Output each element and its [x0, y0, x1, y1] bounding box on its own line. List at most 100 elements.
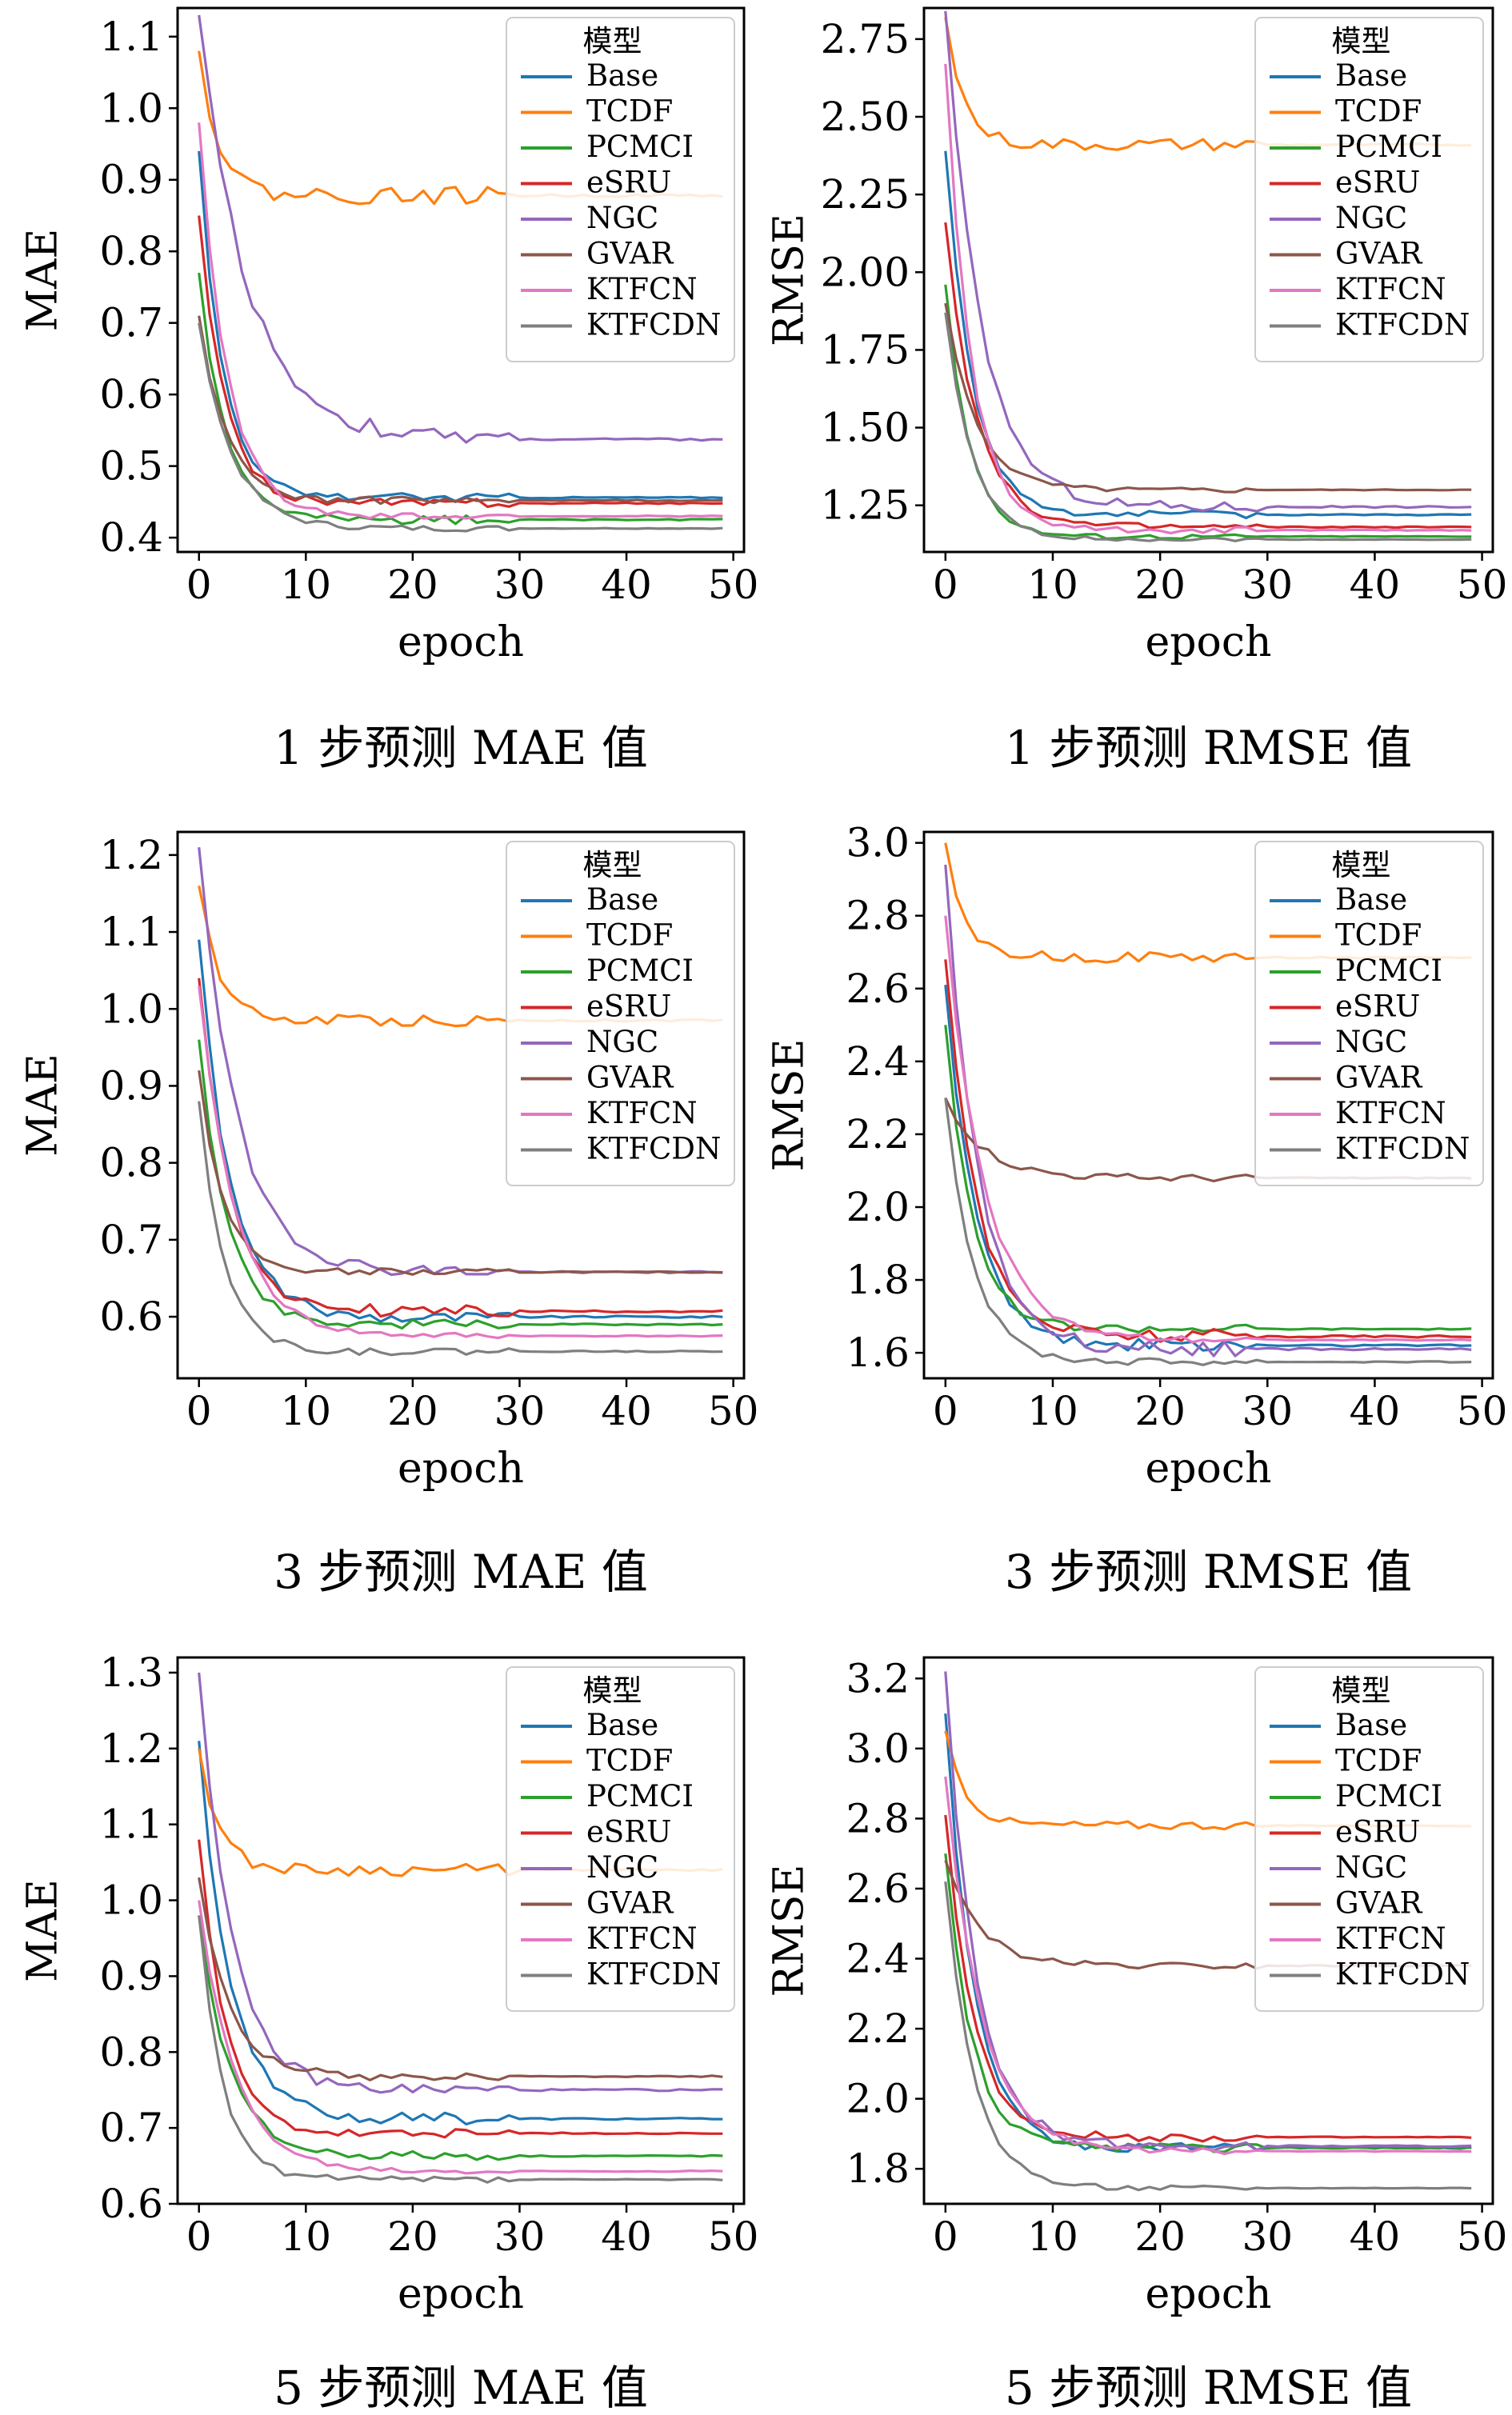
- series-group: [198, 14, 723, 533]
- y-tick-label: 2.8: [846, 893, 910, 939]
- series-line-ktfcdn: [198, 1101, 723, 1357]
- series-line-ktfcn: [198, 122, 723, 520]
- y-axis-label: RMSE: [766, 214, 814, 346]
- y-tick-label: 3.0: [846, 1725, 910, 1772]
- legend-entry-pcmci: PCMCI: [1335, 954, 1442, 988]
- y-tick-label: 1.0: [99, 85, 163, 131]
- legend-box: [1254, 1666, 1484, 2012]
- y-tick-label: 1.1: [99, 14, 163, 60]
- x-tick-label: 0: [933, 562, 958, 608]
- plot-frame: [176, 6, 746, 554]
- x-tick-label: 0: [933, 1388, 958, 1434]
- x-tick-label: 50: [1457, 1388, 1508, 1434]
- x-tick-label: 20: [1134, 562, 1186, 608]
- y-axis-label: RMSE: [766, 1865, 814, 1997]
- series-line-base: [944, 150, 1472, 520]
- series-group: [198, 1672, 723, 2184]
- panel-caption: 5 步预测 MAE 值: [274, 2361, 648, 2415]
- legend-entry-ktfcn: KTFCN: [1335, 1096, 1446, 1130]
- y-tick-label: 3.2: [846, 1655, 910, 1701]
- y-tick-label: 1.75: [821, 326, 910, 373]
- x-tick-label: 30: [494, 562, 546, 608]
- series-line-ktfcdn: [198, 1915, 723, 2184]
- y-tick-label: 1.8: [846, 2145, 910, 2192]
- y-tick-label: 1.3: [99, 1649, 163, 1696]
- series-line-base: [198, 1741, 723, 2126]
- legend-entry-base: Base: [1335, 882, 1407, 917]
- series-line-ktfcn: [944, 1776, 1472, 2156]
- y-tick-label: 0.9: [99, 1062, 163, 1109]
- legend-title: 模型: [1332, 1673, 1391, 1708]
- legend-entry-ktfcn: KTFCN: [586, 272, 698, 306]
- x-tick-label: 10: [1027, 2213, 1078, 2260]
- legend-entry-ktfcdn: KTFCDN: [1335, 308, 1470, 342]
- legend-entry-ngc: NGC: [586, 1850, 658, 1885]
- series-line-ktfcn: [944, 63, 1472, 535]
- legend-entry-base: Base: [586, 58, 658, 93]
- y-tick-label: 3.0: [846, 820, 910, 866]
- series-line-ktfcdn: [198, 322, 723, 533]
- x-tick-label: 30: [494, 2213, 546, 2260]
- y-tick-label: 1.2: [99, 1725, 163, 1772]
- series-line-gvar: [198, 1877, 723, 2081]
- x-axis-label: epoch: [398, 618, 524, 666]
- x-tick-label: 30: [1242, 2213, 1293, 2260]
- legend-entry-ngc: NGC: [1335, 201, 1407, 235]
- x-tick-label: 30: [1242, 1388, 1293, 1434]
- series-group: [944, 10, 1472, 542]
- legend-entry-tcdf: TCDF: [1335, 94, 1422, 129]
- legend-title: 模型: [583, 24, 642, 58]
- y-tick-label: 2.50: [821, 94, 910, 140]
- series-line-ktfcn: [198, 986, 723, 1340]
- x-axis-label: epoch: [398, 1445, 524, 1493]
- x-tick-label: 0: [186, 1388, 212, 1434]
- legend-title: 模型: [1332, 848, 1391, 882]
- y-tick-label: 0.9: [99, 157, 163, 203]
- x-tick-label: 40: [601, 2213, 652, 2260]
- y-tick-label: 0.8: [99, 2029, 163, 2075]
- legend-box: [1254, 17, 1484, 362]
- legend-entry-ngc: NGC: [586, 1025, 658, 1059]
- legend-entry-esru: eSRU: [1335, 1815, 1420, 1849]
- y-tick-label: 1.0: [99, 1877, 163, 1924]
- legend-entry-pcmci: PCMCI: [1335, 130, 1442, 164]
- legend-entry-gvar: GVAR: [1335, 1886, 1422, 1921]
- y-tick-label: 1.8: [846, 1257, 910, 1303]
- legend-entry-gvar: GVAR: [586, 1061, 674, 1095]
- y-tick-label: 0.6: [99, 371, 163, 418]
- legend-entry-ktfcn: KTFCN: [586, 1921, 698, 1956]
- legend-entry-ktfcn: KTFCN: [1335, 1921, 1446, 1956]
- legend-entry-tcdf: TCDF: [1335, 918, 1422, 953]
- y-tick-label: 2.0: [846, 1184, 910, 1230]
- x-tick-label: 20: [387, 1388, 438, 1434]
- legend-entry-esru: eSRU: [586, 1815, 671, 1849]
- x-tick-label: 50: [708, 2213, 759, 2260]
- series-line-ktfcdn: [944, 1881, 1472, 2192]
- plot-frame: [176, 1656, 746, 2205]
- panel-caption: 1 步预测 MAE 值: [274, 721, 648, 775]
- y-tick-label: 0.7: [99, 2105, 163, 2151]
- series-line-esru: [198, 215, 723, 509]
- y-tick-label: 1.25: [821, 482, 910, 529]
- legend-entry-ktfcdn: KTFCDN: [1335, 1957, 1470, 1992]
- y-tick-label: 2.75: [821, 16, 910, 62]
- x-tick-label: 20: [1134, 1388, 1186, 1434]
- y-tick-label: 0.6: [99, 2181, 163, 2227]
- legend-entry-ngc: NGC: [1335, 1850, 1407, 1885]
- chart-panel-5: 0 10 20 30 40 50 0.6 0.7 0.8 0.9 1.0 1.1 1.2 1.3 epoch…: [19, 1649, 759, 2415]
- y-tick-label: 0.9: [99, 1953, 163, 1999]
- y-tick-label: 1.6: [846, 1329, 910, 1376]
- legend-entry-esru: eSRU: [586, 166, 671, 200]
- series-line-ktfcn: [944, 915, 1472, 1344]
- plot-frame: [922, 830, 1494, 1380]
- series-line-ngc: [944, 864, 1472, 1357]
- legend-entry-pcmci: PCMCI: [586, 130, 694, 164]
- x-tick-label: 40: [601, 1388, 652, 1434]
- series-line-pcmci: [198, 1915, 723, 2161]
- legend-entry-pcmci: PCMCI: [586, 954, 694, 988]
- series-group: [198, 847, 723, 1357]
- legend-entry-base: Base: [1335, 1708, 1407, 1742]
- y-tick-label: 1.1: [99, 1801, 163, 1848]
